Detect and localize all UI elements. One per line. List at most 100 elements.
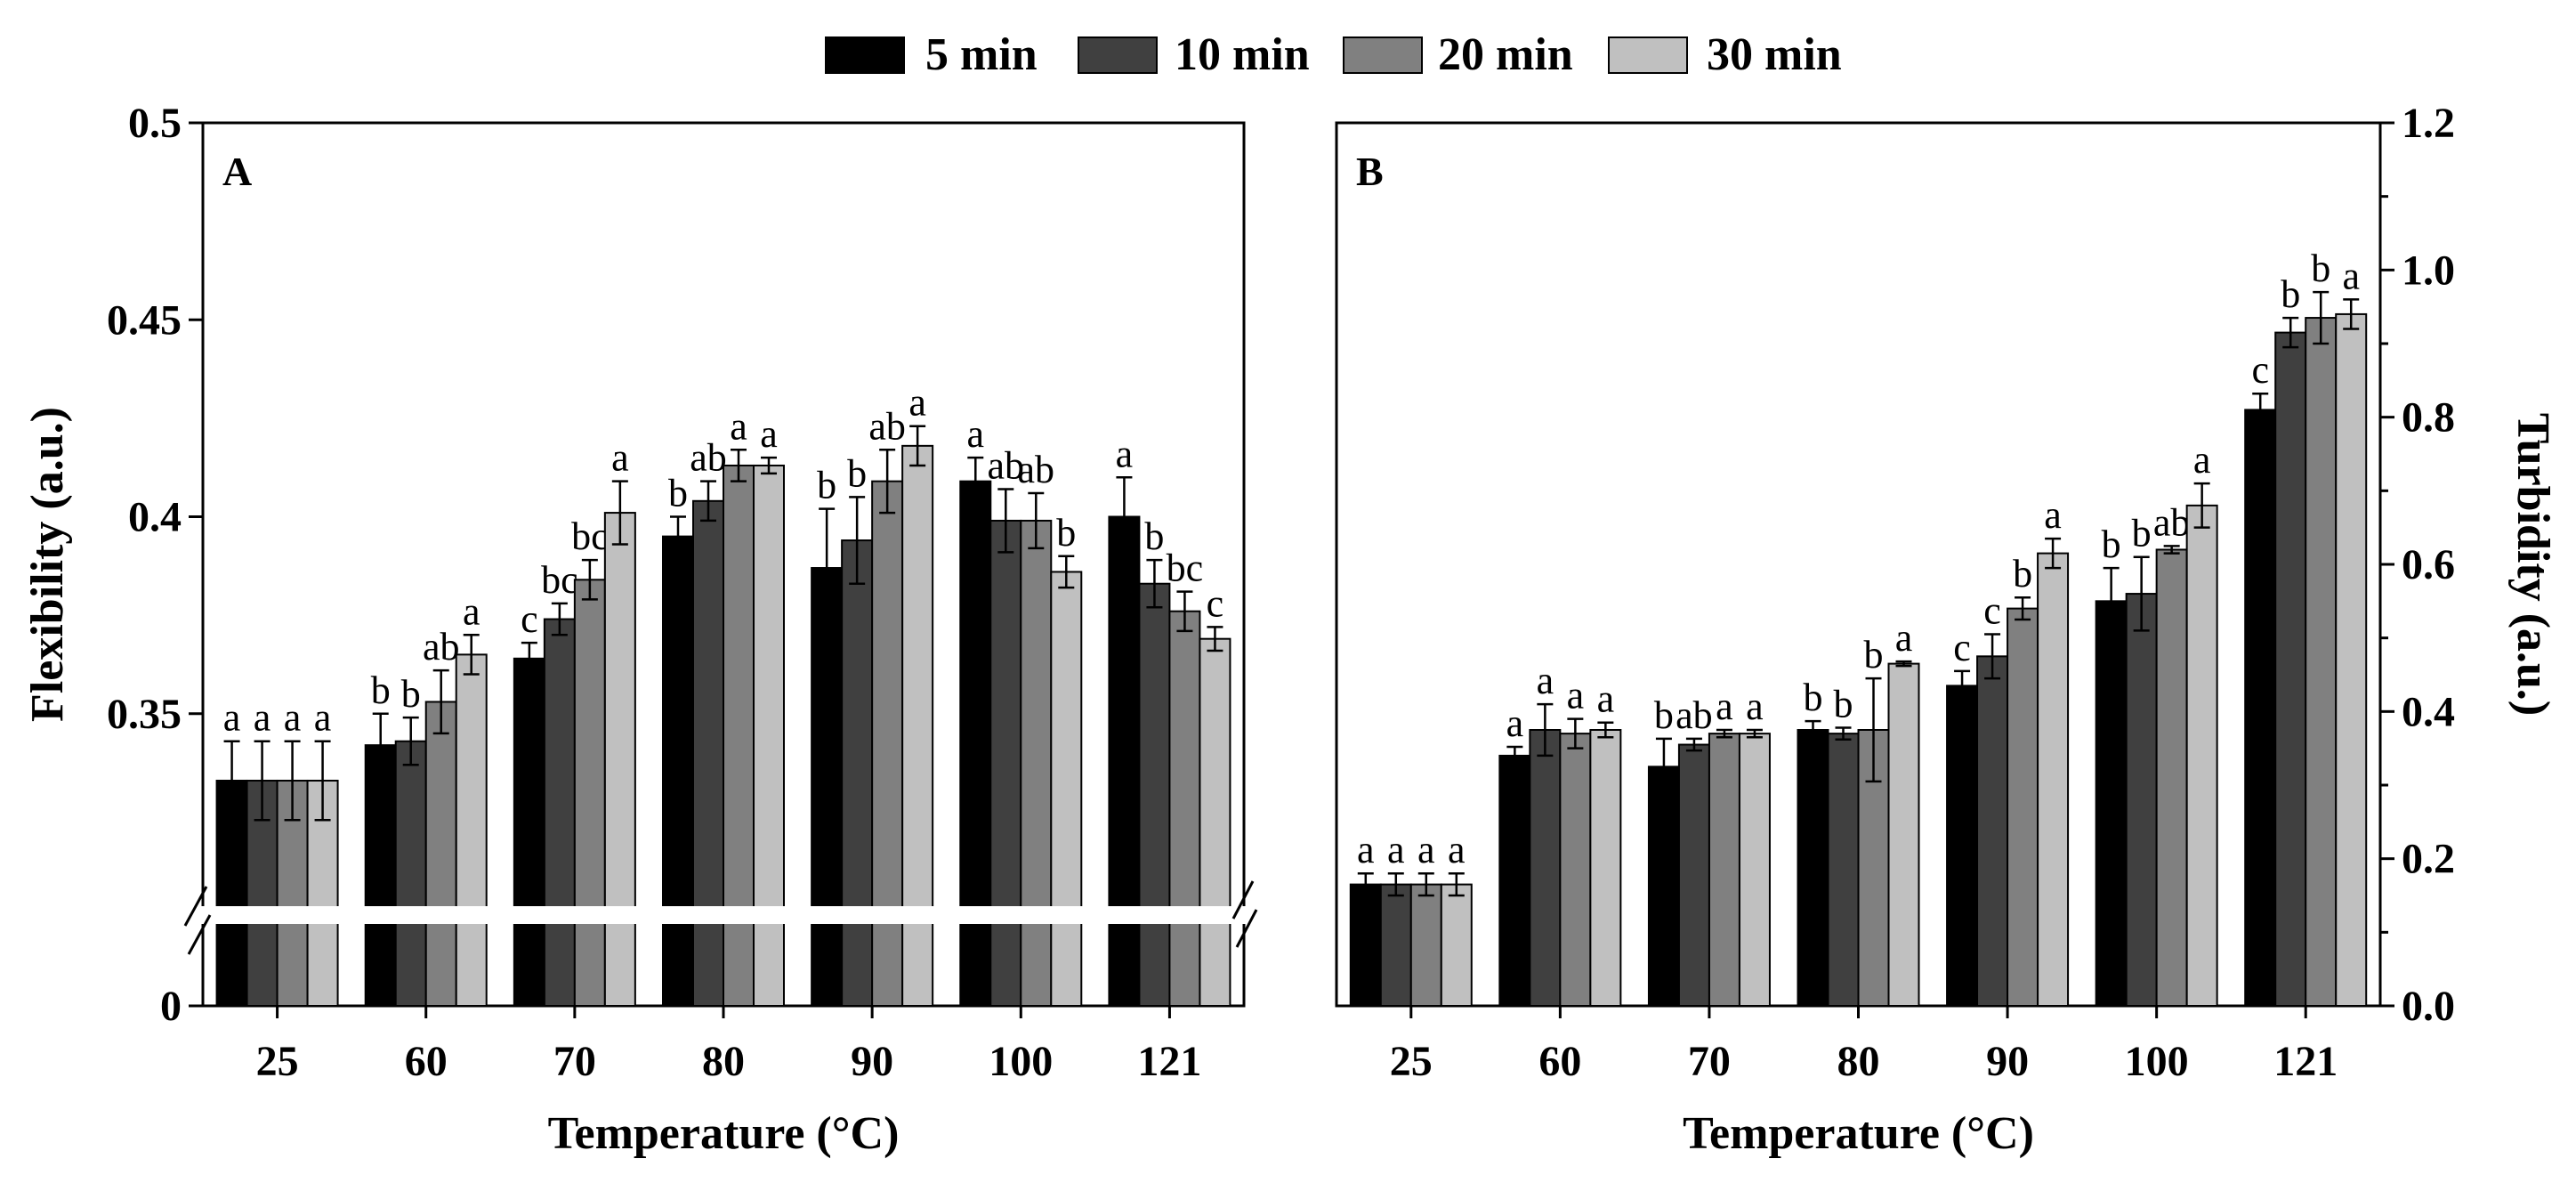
significance-letter: ab — [690, 436, 727, 480]
significance-letter: b — [1056, 511, 1076, 555]
bar-90-10min — [1976, 655, 2009, 1007]
significance-letter: a — [2044, 493, 2062, 537]
bar-80-10min — [1827, 733, 1860, 1008]
significance-letter: b — [1864, 633, 1884, 677]
bar-100-5min — [2095, 600, 2128, 1007]
bar-80-5min — [662, 535, 694, 1007]
y-axis-title: Flexibility (a.u.) — [22, 407, 73, 722]
significance-letter: a — [1387, 828, 1405, 871]
y-axis-title: Turbidity (a.u.) — [2507, 413, 2558, 717]
x-tick-label-25: 25 — [1390, 1038, 1433, 1085]
panel-label: B — [1356, 149, 1384, 194]
y-tick-label: 0.5 — [128, 100, 182, 147]
significance-letter: b — [847, 451, 867, 495]
bar-70-20min — [573, 579, 606, 1007]
bar-121-30min — [2335, 312, 2368, 1007]
significance-letter: a — [1895, 616, 1913, 660]
bar-25-10min — [1379, 883, 1412, 1007]
bar-90-20min — [871, 480, 904, 1007]
significance-letter: a — [284, 696, 302, 740]
bar-100-10min — [2125, 593, 2158, 1007]
significance-letter: b — [1654, 693, 1674, 737]
bar-100-10min — [989, 519, 1022, 1007]
significance-letter: a — [1357, 828, 1375, 871]
y-tick-label: 0.8 — [2402, 394, 2455, 442]
significance-letter: b — [401, 672, 421, 716]
bar-90-30min — [2037, 552, 2070, 1007]
x-tick-label-100: 100 — [2125, 1038, 2189, 1085]
significance-letter: b — [371, 668, 391, 712]
significance-letter: b — [2311, 247, 2330, 290]
bar-121-10min — [1138, 582, 1171, 1007]
bar-100-20min — [1020, 519, 1053, 1007]
significance-letter: b — [1834, 683, 1853, 726]
bar-80-10min — [692, 499, 724, 1007]
significance-letter: c — [521, 597, 538, 641]
significance-letter: b — [2013, 552, 2032, 596]
significance-letter: a — [1448, 828, 1466, 871]
x-tick-label-90: 90 — [1986, 1038, 2029, 1085]
legend-swatch-4 — [1608, 36, 1688, 74]
significance-letter: ab — [1018, 448, 1055, 491]
bar-60-10min — [1529, 729, 1562, 1007]
legend-swatch-2 — [1078, 36, 1158, 74]
x-tick-label-121: 121 — [2273, 1038, 2338, 1085]
significance-letter: a — [254, 696, 271, 740]
significance-letter: a — [1116, 432, 1134, 475]
significance-letter: a — [314, 696, 332, 740]
bar-90-5min — [811, 567, 844, 1008]
x-tick-label-60: 60 — [1538, 1038, 1581, 1085]
significance-letter: b — [1144, 515, 1164, 558]
legend-label-2: 10 min — [1175, 29, 1310, 80]
significance-letter: c — [2251, 348, 2269, 392]
axis-break-mark — [1231, 880, 1255, 920]
significance-letter: a — [967, 412, 985, 456]
significance-letter: ab — [988, 444, 1025, 488]
significance-letter: b — [2132, 512, 2152, 555]
y-tick-label: 0.4 — [2402, 688, 2455, 735]
legend-label-4: 30 min — [1707, 29, 1842, 80]
significance-letter: a — [611, 436, 629, 480]
y-tick-label: 1.0 — [2402, 247, 2455, 294]
bar-70-30min — [603, 512, 636, 1007]
significance-letter: a — [1537, 659, 1554, 702]
x-tick-label-90: 90 — [851, 1038, 893, 1085]
bar-25-20min — [1409, 883, 1442, 1007]
y-tick-label: 1.2 — [2402, 100, 2455, 147]
x-tick-label-60: 60 — [405, 1038, 448, 1085]
significance-letter: a — [1567, 674, 1585, 717]
bar-80-30min — [1887, 662, 1920, 1007]
y-tick-label: 0.6 — [2402, 541, 2455, 588]
bar-121-5min — [2244, 409, 2277, 1007]
bar-60-20min — [424, 701, 457, 1007]
bar-60-20min — [1559, 733, 1592, 1008]
bar-100-30min — [2185, 504, 2218, 1007]
significance-letter: ab — [868, 404, 906, 448]
significance-letter: b — [668, 472, 688, 515]
bar-25-30min — [1440, 883, 1473, 1007]
significance-letter: a — [1597, 677, 1615, 721]
significance-letter: a — [2342, 254, 2360, 297]
significance-letter: a — [1506, 701, 1524, 745]
bar-60-5min — [1498, 754, 1531, 1008]
significance-letter: ab — [1676, 693, 1713, 737]
bar-90-10min — [841, 539, 874, 1007]
y-tick-label: 0.4 — [128, 494, 182, 541]
bar-121-20min — [2305, 317, 2338, 1008]
legend-label-3: 20 min — [1438, 29, 1573, 80]
bar-80-20min — [723, 464, 755, 1007]
panel-b-turbidity-chart: B0.00.20.40.60.81.01.225 60 70 80 90 100 121aa… — [1335, 100, 2558, 1159]
significance-letter: a — [730, 404, 747, 448]
significance-letter: b — [2281, 272, 2300, 316]
bar-80-5min — [1797, 729, 1829, 1007]
significance-letter: a — [1746, 685, 1764, 728]
x-axis-title: Temperature (°C) — [548, 1108, 900, 1159]
significance-letter: a — [908, 381, 926, 425]
significance-letter: bc — [1167, 547, 1204, 590]
x-tick-label-25: 25 — [256, 1038, 299, 1085]
bar-70-5min — [1647, 766, 1680, 1007]
bar-70-5min — [513, 657, 545, 1007]
bar-70-10min — [1677, 743, 1710, 1007]
x-tick-label-70: 70 — [1688, 1038, 1731, 1085]
significance-letter: b — [817, 464, 836, 507]
